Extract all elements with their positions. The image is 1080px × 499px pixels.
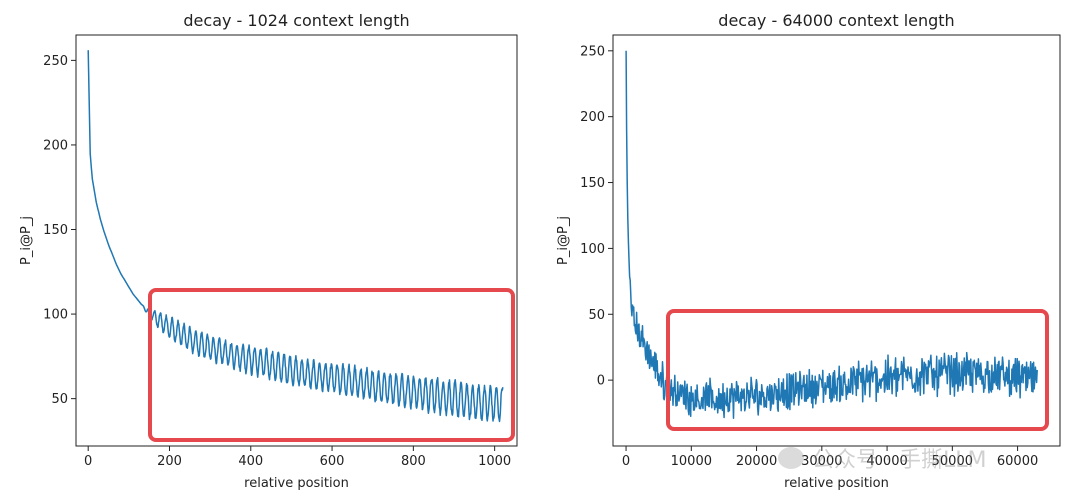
x-tick-label: 60000 [997,454,1038,469]
x-tick-label: 400 [238,454,263,469]
highlight-box [148,288,515,442]
x-tick-label: 10000 [671,454,712,469]
x-tick-label: 20000 [736,454,777,469]
y-tick-label: 50 [51,392,68,407]
plot-frame [75,34,518,447]
x-tick-label: 200 [157,454,182,469]
x-tick-label: 0 [84,454,92,469]
x-tick-label: 800 [401,454,426,469]
x-axis-label: relative position [244,476,349,491]
series-line [625,50,1038,419]
highlight-box [666,309,1049,431]
y-tick-label: 100 [580,242,605,257]
subplot-2: decay - 64000 context length 0 10000 20000 3… [556,11,1061,491]
x-tick-label: 600 [320,454,345,469]
y-axis-label: P_i@P_j [556,216,571,265]
y-tick-label: 200 [43,138,68,153]
x-tick-label: 30000 [801,454,842,469]
subplot-1: decay - 1024 context length 0 200 400 600 800… [19,11,518,491]
y-tick-label: 0 [597,374,605,389]
y-tick-label: 50 [588,308,605,323]
y-tick-label: 250 [43,54,68,69]
y-axis-label: P_i@P_j [19,216,34,265]
chart-title: decay - 64000 context length [718,11,954,30]
y-tick-label: 250 [580,44,605,59]
x-tick-label: 40000 [866,454,907,469]
plot-frame [612,34,1061,447]
y-tick-label: 100 [43,308,68,323]
chart-title: decay - 1024 context length [183,11,409,30]
y-tick-label: 150 [43,223,68,238]
x-tick-label: 50000 [932,454,973,469]
x-tick-label: 0 [622,454,630,469]
x-tick-label: 1000 [478,454,511,469]
series-line [87,50,504,423]
y-tick-label: 200 [580,110,605,125]
x-axis-label: relative position [784,476,889,491]
y-tick-label: 150 [580,176,605,191]
